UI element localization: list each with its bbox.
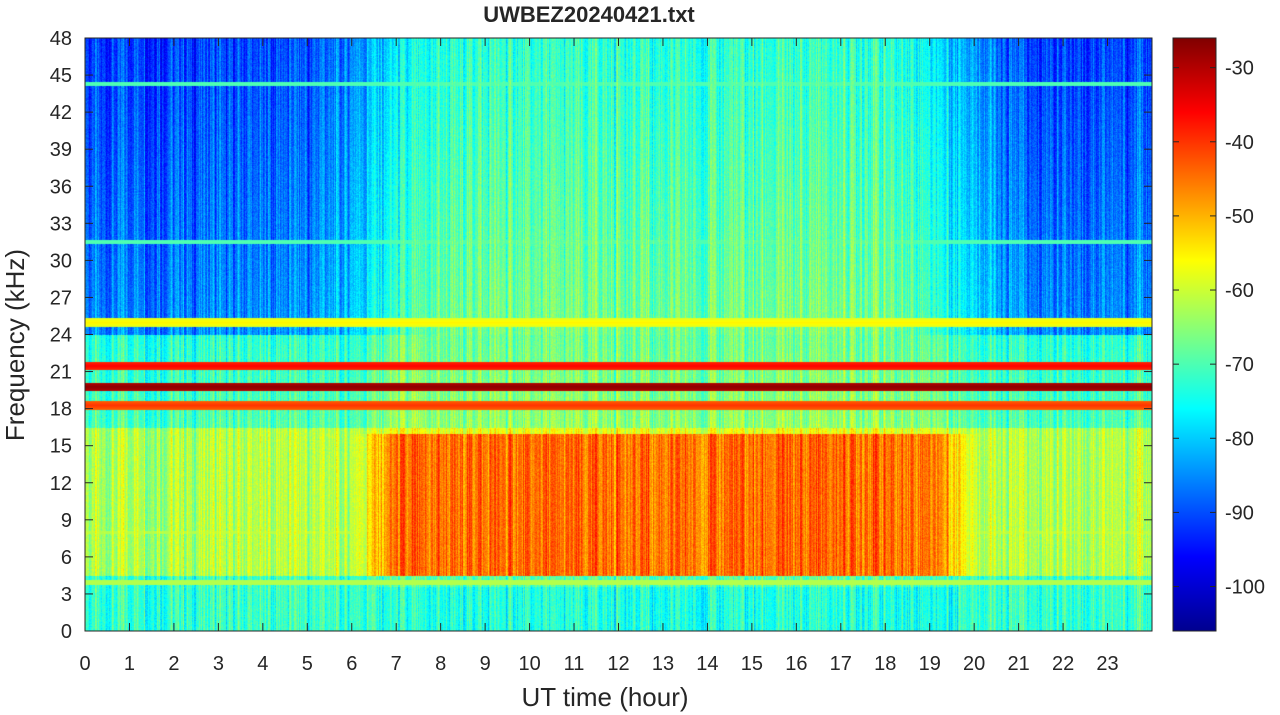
- x-tick-label: 18: [874, 653, 896, 675]
- x-tick-label: 13: [652, 653, 674, 675]
- x-tick-label: 21: [1008, 653, 1030, 675]
- spectrogram-heatmap: [85, 38, 1152, 631]
- y-tick-label: 48: [50, 28, 72, 50]
- y-tick-label: 24: [50, 325, 72, 347]
- x-tick-label: 19: [919, 653, 941, 675]
- y-tick-label: 33: [50, 213, 72, 235]
- x-tick-label: 15: [741, 653, 763, 675]
- y-tick-label: 0: [61, 621, 72, 643]
- colorbar-tick-label: -40: [1225, 132, 1254, 154]
- colorbar-tick-label: -30: [1225, 58, 1254, 80]
- y-tick-label: 21: [50, 362, 72, 384]
- x-tick-label: 1: [124, 653, 135, 675]
- colorbar-tick-label: -80: [1225, 428, 1254, 450]
- x-tick-label: 0: [79, 653, 90, 675]
- x-tick-label: 17: [830, 653, 852, 675]
- x-tick-label: 4: [257, 653, 268, 675]
- chart-title: UWBEZ20240421.txt: [483, 2, 695, 27]
- colorbar-tick-label: -60: [1225, 280, 1254, 302]
- x-tick-label: 8: [435, 653, 446, 675]
- y-tick-label: 15: [50, 436, 72, 458]
- y-tick-label: 3: [61, 584, 72, 606]
- x-tick-label: 7: [391, 653, 402, 675]
- colorbar-tick-label: -50: [1225, 206, 1254, 228]
- colorbar-tick-label: -70: [1225, 354, 1254, 376]
- y-tick-label: 45: [50, 65, 72, 87]
- y-tick-label: 12: [50, 473, 72, 495]
- y-tick-label: 6: [61, 547, 72, 569]
- plot-area: [84, 37, 1153, 632]
- x-tick-label: 6: [346, 653, 357, 675]
- colorbar: -100 -90 -80 -70 -60 -50 -40 -30: [1172, 37, 1265, 632]
- x-tick-label: 2: [168, 653, 179, 675]
- x-tick-label: 3: [213, 653, 224, 675]
- x-tick-label: 5: [302, 653, 313, 675]
- x-tick-label: 9: [480, 653, 491, 675]
- colorbar-gradient: [1172, 37, 1217, 632]
- y-tick-label: 39: [50, 139, 72, 161]
- x-tick-label: 20: [963, 653, 985, 675]
- x-tick-label: 11: [564, 653, 585, 675]
- x-axis: 0 1 2 3 4 5 6 7 8 9 10 11 12 13 14 15 16 17 18 19 20 21 22 23: [79, 38, 1119, 675]
- x-tick-label: 14: [696, 653, 718, 675]
- x-tick-label: 10: [518, 653, 540, 675]
- x-tick-label: 22: [1052, 653, 1074, 675]
- y-tick-label: 36: [50, 176, 72, 198]
- y-axis-label: Frequency (kHz): [0, 249, 30, 441]
- x-tick-label: 16: [785, 653, 807, 675]
- colorbar-ticks: -100 -90 -80 -70 -60 -50 -40 -30: [1173, 58, 1265, 599]
- y-tick-label: 42: [50, 102, 72, 124]
- x-axis-label: UT time (hour): [521, 682, 688, 712]
- y-tick-label: 27: [50, 287, 72, 309]
- x-tick-label: 23: [1096, 653, 1118, 675]
- y-tick-label: 9: [61, 510, 72, 532]
- y-tick-label: 30: [50, 250, 72, 272]
- colorbar-tick-label: -100: [1225, 577, 1265, 599]
- y-tick-label: 18: [50, 399, 72, 421]
- colorbar-tick-label: -90: [1225, 502, 1254, 524]
- x-tick-label: 12: [607, 653, 629, 675]
